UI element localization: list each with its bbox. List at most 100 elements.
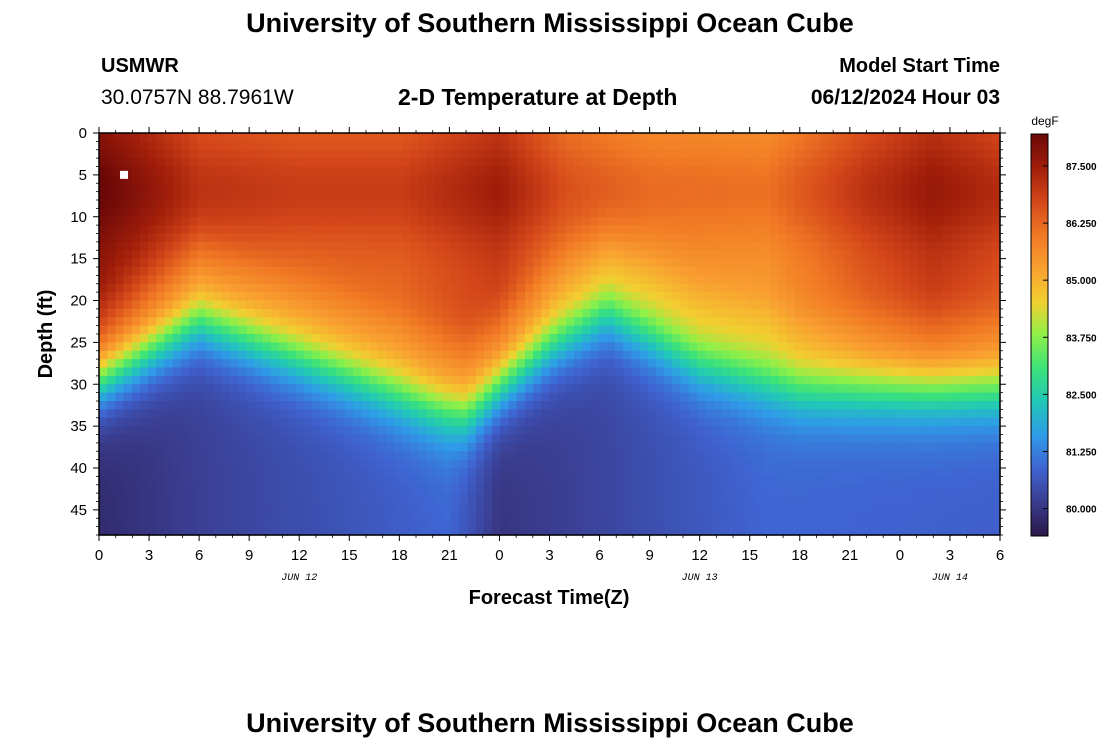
heatmap-cell (893, 359, 903, 369)
heatmap-cell (131, 342, 141, 352)
heatmap-cell (426, 375, 436, 385)
heatmap-cell (369, 493, 379, 503)
heatmap-cell (475, 183, 485, 193)
heatmap-cell (197, 225, 207, 235)
heatmap-cell (737, 308, 747, 318)
heatmap-cell (639, 459, 649, 469)
heatmap-cell (811, 426, 821, 436)
heatmap-cell (500, 133, 510, 142)
heatmap-cell (320, 451, 329, 461)
heatmap-cell (369, 409, 379, 419)
heatmap-cell (230, 526, 239, 536)
heatmap-cell (787, 216, 796, 226)
heatmap-cell (852, 501, 862, 511)
heatmap-cell (909, 501, 919, 511)
heatmap-cell (279, 409, 288, 419)
heatmap-cell (836, 359, 845, 369)
heatmap-cell (467, 493, 477, 503)
heatmap-cell (197, 392, 207, 402)
heatmap-cell (426, 509, 436, 519)
heatmap-cell (287, 174, 297, 184)
heatmap-cell (811, 208, 821, 218)
heatmap-cell (295, 325, 305, 335)
heatmap-cell (885, 292, 895, 302)
heatmap-cell (271, 401, 280, 410)
heatmap-cell (598, 183, 608, 193)
heatmap-cell (164, 174, 174, 184)
heatmap-cell (582, 526, 592, 536)
heatmap-cell (443, 434, 452, 444)
heatmap-cell (926, 241, 936, 251)
heatmap-cell (655, 158, 665, 168)
heatmap-cell (459, 375, 469, 385)
heatmap-cell (918, 526, 927, 536)
heatmap-cell (533, 191, 542, 201)
heatmap-cell (721, 250, 731, 260)
heatmap-cell (172, 317, 182, 327)
heatmap-cell (647, 241, 657, 251)
heatmap-cell (574, 401, 583, 410)
heatmap-cell (844, 334, 854, 343)
heatmap-cell (639, 426, 649, 436)
heatmap-cell (615, 141, 624, 151)
heatmap-cell (492, 216, 501, 226)
heatmap-cell (574, 484, 583, 494)
heatmap-cell (189, 275, 198, 285)
heatmap-cell (492, 509, 501, 519)
heatmap-cell (262, 442, 272, 452)
heatmap-cell (877, 183, 886, 193)
heatmap-cell (156, 166, 166, 176)
heatmap-cell (565, 493, 575, 503)
heatmap-cell (688, 191, 698, 201)
heatmap-cell (803, 342, 813, 352)
heatmap-cell (271, 292, 280, 302)
heatmap-cell (139, 283, 149, 293)
heatmap-cell (369, 426, 379, 436)
heatmap-cell (418, 442, 428, 452)
heatmap-cell (664, 258, 673, 268)
heatmap-cell (123, 250, 133, 260)
heatmap-cell (451, 426, 460, 436)
heatmap-cell (860, 459, 870, 469)
heatmap-cell (696, 417, 706, 427)
heatmap-cell (688, 283, 698, 293)
heatmap-cell (385, 401, 395, 410)
heatmap-cell (287, 392, 297, 402)
heatmap-cell (647, 258, 657, 268)
heatmap-cell (877, 225, 886, 235)
heatmap-cell (352, 509, 362, 519)
heatmap-cell (189, 417, 198, 427)
heatmap-cell (492, 233, 501, 243)
heatmap-cell (434, 133, 444, 142)
heatmap-cell (918, 191, 927, 201)
heatmap-cell (262, 334, 272, 343)
heatmap-cell (238, 409, 248, 419)
heatmap-cell (729, 334, 739, 343)
heatmap-cell (893, 308, 903, 318)
heatmap-cell (115, 451, 125, 461)
heatmap-cell (197, 317, 207, 327)
heatmap-cell (205, 509, 215, 519)
heatmap-cell (279, 384, 288, 394)
heatmap-cell (271, 174, 280, 184)
heatmap-cell (696, 367, 706, 377)
heatmap-cell (180, 241, 190, 251)
heatmap-cell (443, 342, 452, 352)
heatmap-cell (328, 200, 338, 209)
heatmap-cell (647, 476, 657, 486)
heatmap-cell (205, 417, 215, 427)
heatmap-cell (942, 384, 952, 394)
heatmap-cell (565, 141, 575, 151)
heatmap-cell (721, 158, 731, 168)
heatmap-cell (508, 459, 518, 469)
heatmap-cell (475, 451, 485, 461)
heatmap-cell (688, 133, 698, 142)
heatmap-cell (467, 417, 477, 427)
heatmap-cell (844, 208, 854, 218)
heatmap-cell (549, 426, 559, 436)
heatmap-cell (926, 451, 936, 461)
heatmap-cell (336, 141, 346, 151)
heatmap-cell (443, 149, 452, 159)
heatmap-cell (180, 359, 190, 369)
heatmap-cell (500, 417, 510, 427)
